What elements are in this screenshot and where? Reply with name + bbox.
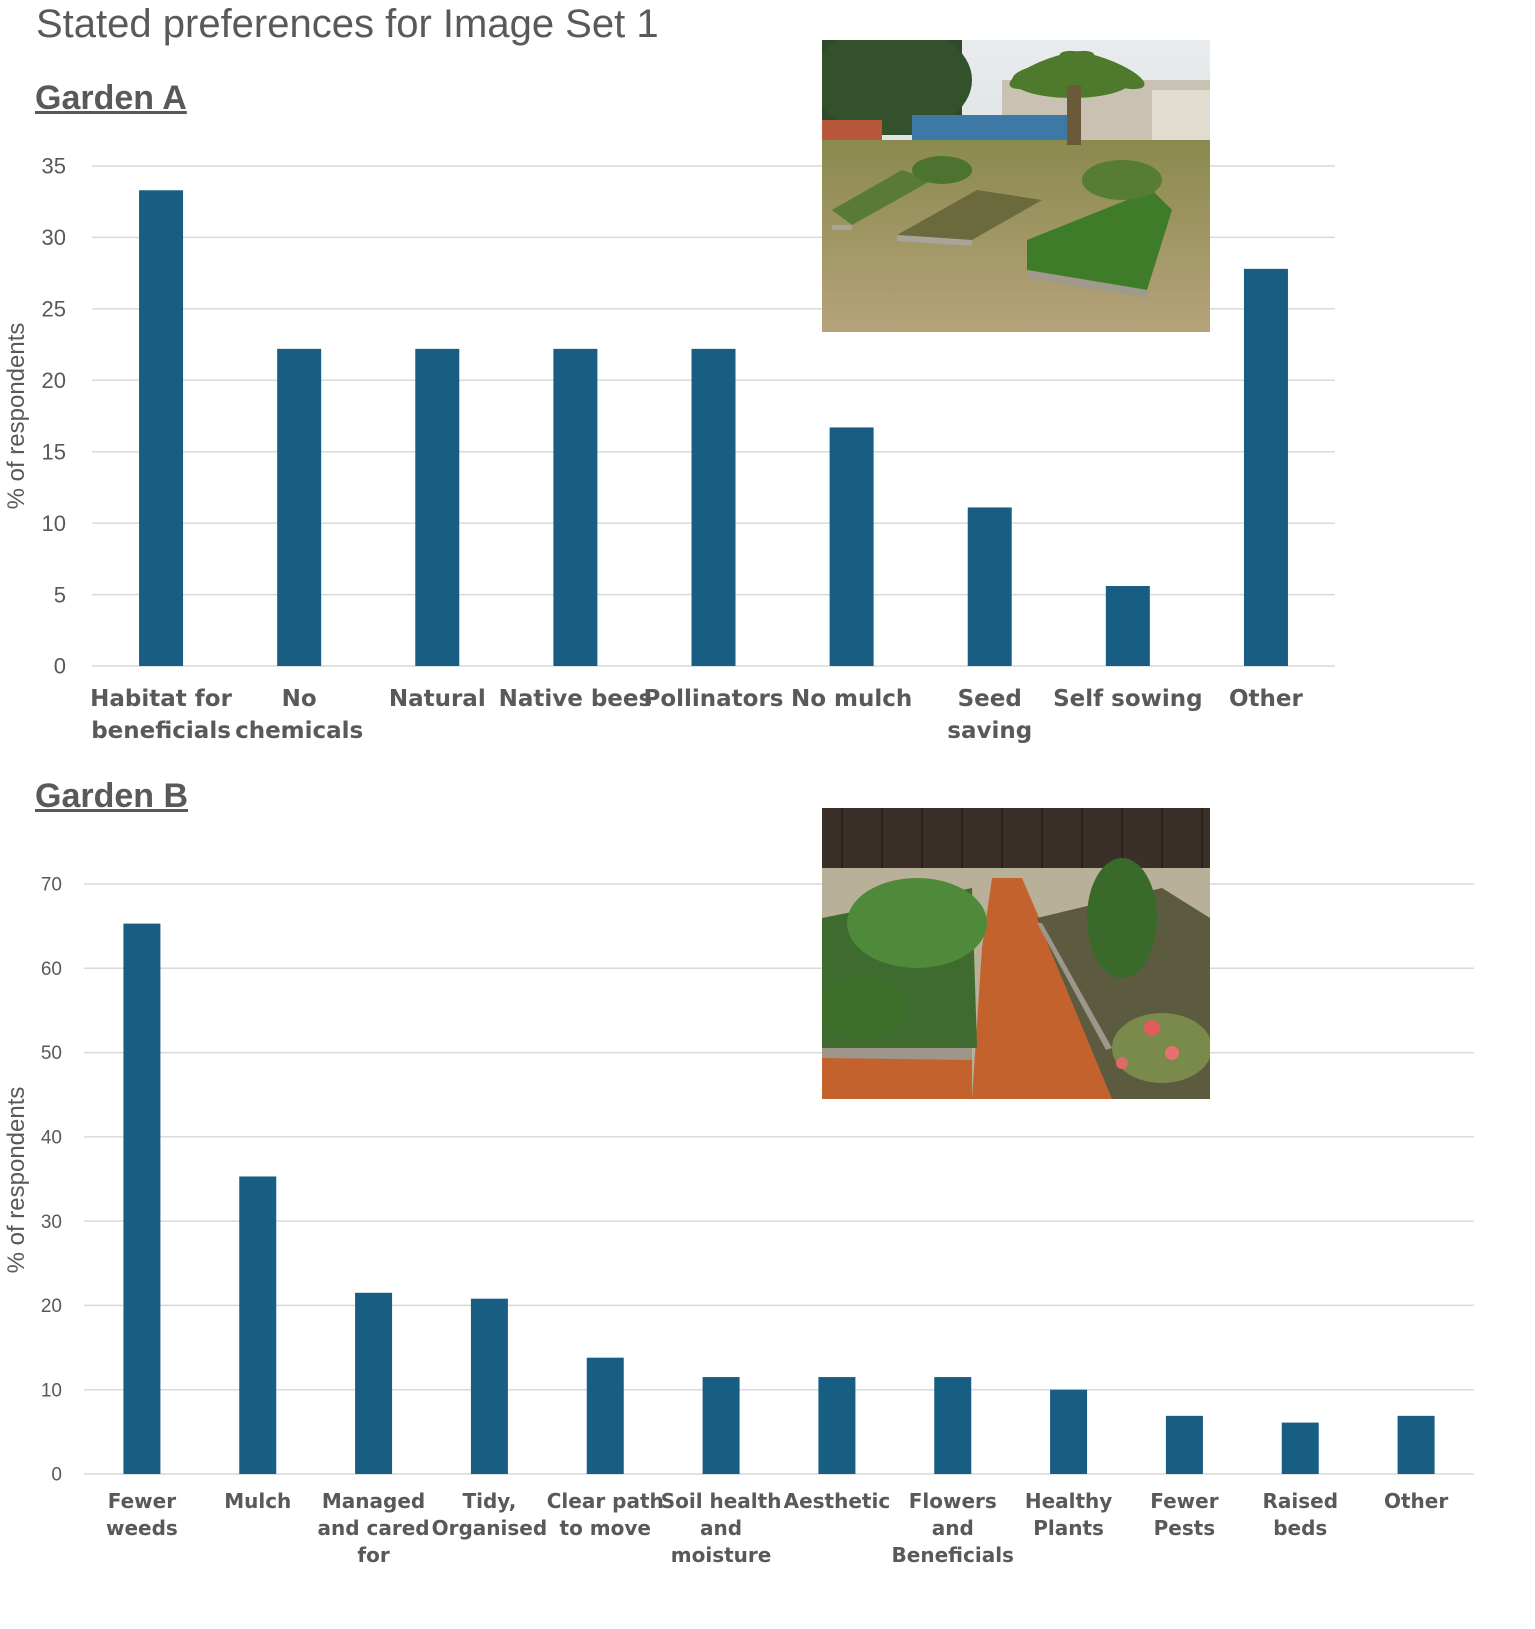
garden-b-category-label: Beneficials — [892, 1543, 1014, 1567]
garden-b-category-label: Mulch — [224, 1489, 291, 1513]
garden-b-category-label: to move — [560, 1516, 651, 1540]
garden-a-bar — [967, 507, 1012, 666]
garden-a-bar — [1243, 268, 1288, 666]
garden-a-y-tick-label: 20 — [42, 368, 66, 393]
garden-a-category-label: No mulch — [791, 686, 912, 712]
garden-b-category-label: beds — [1273, 1516, 1327, 1540]
garden-b-bar — [1397, 1415, 1435, 1474]
garden-b-y-tick-label: 20 — [41, 1296, 62, 1317]
garden-a-y-tick-label: 15 — [42, 439, 66, 464]
garden-a-y-tick-label: 30 — [42, 225, 66, 250]
garden-b-category-label: Pests — [1154, 1516, 1216, 1540]
garden-b-bar — [1050, 1389, 1088, 1474]
garden-b-y-tick-label: 60 — [41, 959, 62, 980]
garden-b-category-label: Other — [1384, 1489, 1448, 1513]
garden-b-category-label: Raised — [1262, 1489, 1338, 1513]
garden-b-category-label: Managed — [322, 1489, 425, 1513]
garden-b-y-axis-label: % of respondents — [3, 1087, 30, 1274]
garden-a-category-label: Pollinators — [643, 686, 783, 712]
garden-b-category-label: Fewer — [108, 1489, 176, 1513]
garden-a-bar — [415, 348, 460, 666]
garden-a-y-tick-label: 10 — [42, 511, 66, 536]
garden-a-y-tick-label: 5 — [54, 582, 66, 607]
garden-b-bar — [123, 923, 161, 1474]
garden-b-bar — [1281, 1422, 1319, 1474]
garden-b-category-label: and — [700, 1516, 742, 1540]
garden-a-category-label: Native bees — [499, 686, 653, 712]
garden-a-y-axis-label: % of respondents — [3, 323, 30, 510]
garden-a-bar — [691, 348, 736, 666]
garden-b-bar — [355, 1292, 393, 1474]
garden-a-category-label: chemicals — [235, 718, 363, 744]
garden-b-category-label: Soil health — [661, 1489, 782, 1513]
garden-a-title: Garden A — [35, 79, 187, 117]
garden-b-y-tick-label: 0 — [51, 1465, 62, 1486]
garden-a-category-label: Habitat for — [90, 686, 232, 712]
garden-b-category-label: and — [932, 1516, 974, 1540]
garden-b-category-label: Tidy, — [462, 1489, 516, 1513]
garden-b-bar — [934, 1377, 972, 1474]
garden-b-category-label: Aesthetic — [784, 1489, 891, 1513]
garden-b-bar — [470, 1298, 508, 1474]
garden-a-category-label: Seed — [958, 686, 1022, 712]
page-title: Stated preferences for Image Set 1 — [36, 2, 659, 46]
garden-a-bar — [139, 190, 184, 667]
garden-a-bar — [277, 348, 322, 666]
garden-a-y-tick-label: 35 — [42, 154, 66, 179]
garden-b-category-label: Clear path — [547, 1489, 664, 1513]
garden-a-category-label: No — [282, 686, 317, 712]
garden-b-y-tick-label: 30 — [41, 1212, 62, 1233]
garden-b-bar — [239, 1176, 277, 1474]
garden-b-y-tick-label: 50 — [41, 1043, 62, 1064]
garden-b-category-label: Plants — [1033, 1516, 1104, 1540]
garden-a-bar — [829, 427, 874, 666]
garden-a-category-label: Self sowing — [1053, 686, 1203, 712]
garden-a-bar-chart: 0 5 10 15 20 25 30 35 % of respondents Habitat fo… — [3, 154, 1335, 744]
garden-b-y-tick-label: 70 — [41, 875, 62, 896]
garden-b-category-label: Organised — [432, 1516, 548, 1540]
garden-b-category-label: moisture — [671, 1543, 772, 1567]
garden-b-bar — [818, 1377, 856, 1474]
garden-b-category-label: weeds — [106, 1516, 178, 1540]
garden-a-y-tick-label: 25 — [42, 297, 66, 322]
garden-a-category-label: saving — [947, 718, 1032, 744]
garden-b-bar — [1165, 1415, 1203, 1474]
garden-a-category-label: Other — [1229, 686, 1304, 712]
garden-b-y-tick-label: 10 — [41, 1380, 62, 1401]
garden-b-y-tick-label: 40 — [41, 1128, 62, 1149]
garden-b-photo — [822, 808, 1210, 1099]
garden-b-category-label: Fewer — [1150, 1489, 1218, 1513]
garden-b-bar — [586, 1357, 624, 1474]
garden-a-bar — [1105, 586, 1150, 666]
garden-b-category-label: Flowers — [909, 1489, 997, 1513]
garden-a-category-label: Natural — [389, 686, 486, 712]
garden-b-bar — [702, 1377, 740, 1474]
garden-a-bar — [553, 348, 598, 666]
garden-a-category-label: beneficials — [91, 718, 231, 744]
garden-b-title: Garden B — [35, 777, 189, 815]
garden-b-category-label: and cared — [318, 1516, 430, 1540]
garden-b-category-label: Healthy — [1025, 1489, 1113, 1513]
garden-a-photo — [822, 40, 1210, 332]
garden-b-category-label: for — [357, 1543, 389, 1567]
garden-a-y-tick-label: 0 — [54, 654, 66, 679]
